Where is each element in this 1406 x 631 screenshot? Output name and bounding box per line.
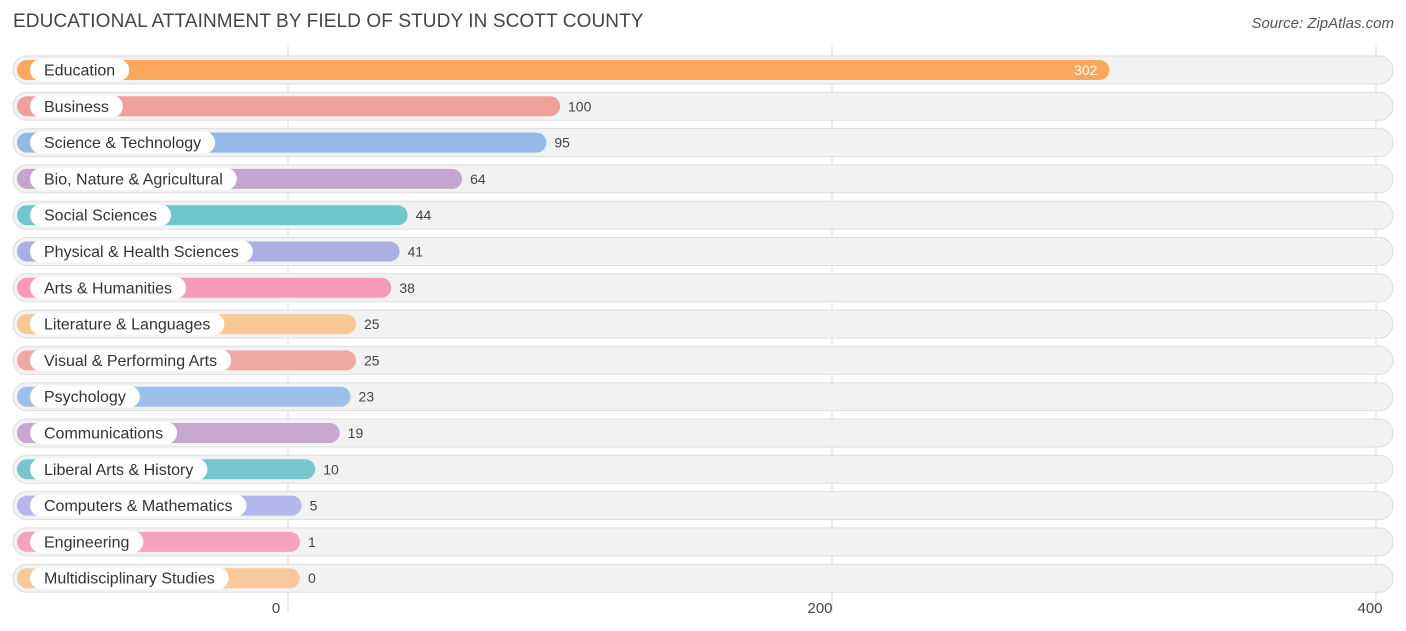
value-label: 41 (408, 244, 424, 260)
bar-track (12, 527, 1394, 557)
value-label: 0 (308, 570, 316, 586)
category-label-pill (30, 530, 144, 553)
category-label-pill (30, 385, 140, 408)
category-label: Literature & Languages (44, 317, 210, 334)
bar-track (12, 382, 1394, 412)
value-label: 44 (416, 207, 432, 223)
category-label: Engineering (44, 534, 129, 551)
bar-track (12, 418, 1394, 448)
category-label: Social Sciences (44, 208, 157, 225)
category-label-pill (30, 494, 247, 517)
category-label: Multidisciplinary Studies (44, 571, 215, 588)
category-label-pill (30, 276, 187, 299)
category-label-pill (30, 422, 178, 444)
bar[interactable] (17, 60, 1110, 80)
category-label-pill (30, 458, 208, 481)
category-label-pill (30, 240, 253, 263)
category-label-pill (30, 95, 123, 118)
chart-source: Source: ZipAtlas.com (1251, 15, 1394, 32)
bar-track (12, 454, 1394, 484)
bar-row: Visual & Performing Arts 25 (12, 345, 1394, 375)
category-label: Communications (44, 426, 163, 443)
value-label: 5 (310, 498, 318, 514)
category-label-pill (30, 131, 216, 154)
bar-row: Multidisciplinary Studies 0 (12, 563, 1394, 593)
tick-label: 400 (1357, 600, 1382, 617)
value-label: 1 (308, 534, 316, 550)
category-label-pill (30, 59, 130, 81)
category-label-pill (30, 167, 237, 190)
category-label-pill (30, 204, 171, 227)
category-label-pill (30, 567, 229, 590)
bar-row: Liberal Arts & History 10 (12, 454, 1394, 484)
bar-row: Engineering 1 (12, 527, 1394, 557)
category-label: Science & Technology (44, 135, 201, 152)
bar[interactable] (17, 96, 560, 117)
category-label-pill (30, 349, 232, 372)
value-label: 100 (568, 98, 592, 114)
category-label: Visual & Performing Arts (44, 353, 217, 370)
category-label: Education (44, 63, 115, 80)
value-label: 19 (348, 425, 364, 441)
value-label: 95 (554, 135, 570, 151)
bar-row: Science & Technology 95 (12, 128, 1394, 158)
tick-label: 200 (807, 600, 832, 617)
bar-row: Literature & Languages 25 (12, 309, 1394, 339)
bar-row: Communications 19 (12, 418, 1394, 448)
bar-row: Arts & Humanities 38 (12, 273, 1394, 303)
value-label: 302 (1074, 62, 1098, 78)
value-label: 23 (359, 389, 375, 405)
bar-row: Computers & Mathematics 5 (12, 491, 1394, 521)
bar-row: Education 302 (12, 55, 1394, 85)
bar-row: Business 100 (12, 91, 1394, 121)
value-label: 38 (399, 280, 415, 296)
bar-row: Social Sciences 44 (12, 200, 1394, 230)
bar-track (12, 563, 1394, 593)
category-label: Bio, Nature & Agricultural (44, 171, 223, 188)
value-label: 25 (364, 352, 380, 368)
category-label: Computers & Mathematics (44, 498, 233, 515)
value-label: 25 (364, 316, 380, 332)
bar-track (12, 309, 1394, 339)
x-axis: 0 200 400 (272, 600, 1383, 617)
tick-label: 0 (272, 600, 280, 617)
category-label: Business (44, 99, 109, 116)
bar-row: Psychology 23 (12, 382, 1394, 412)
value-label: 64 (470, 171, 486, 187)
bar-row: Physical & Health Sciences 41 (12, 237, 1394, 266)
category-label-pill (30, 313, 225, 336)
category-label: Physical & Health Sciences (44, 244, 239, 261)
chart-title: EDUCATIONAL ATTAINMENT BY FIELD OF STUDY… (13, 11, 644, 32)
category-label: Arts & Humanities (44, 280, 172, 297)
bar-track (12, 491, 1394, 521)
bar-track (12, 345, 1394, 375)
category-label: Psychology (44, 389, 126, 406)
category-label: Liberal Arts & History (44, 462, 193, 479)
value-label: 10 (323, 461, 339, 477)
bar-row: Bio, Nature & Agricultural 64 (12, 164, 1394, 194)
